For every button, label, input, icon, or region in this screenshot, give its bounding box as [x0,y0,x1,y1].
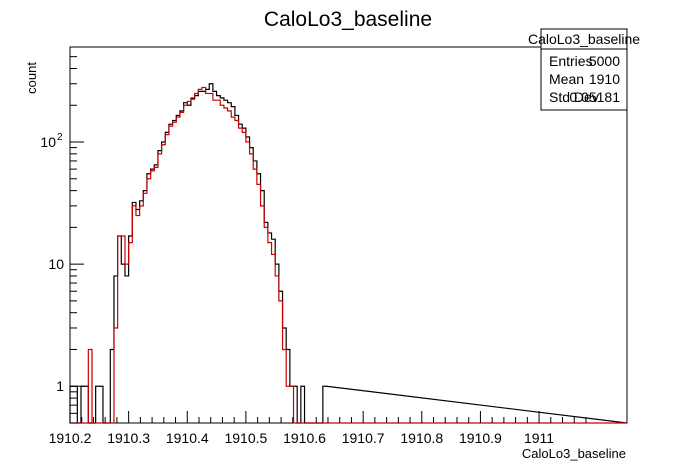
x-axis: 1910.2 1910.3 1910.4 1910.5 1910.6 1910.7 1910… [49,411,587,446]
x-tick-label: 1910.7 [342,430,385,446]
y-tick-label: 10 [48,256,64,272]
x-axis-label: CaloLo3_baseline [522,446,626,461]
stats-box: CaloLo3_baseline Entries 5000 Mean 1910 … [528,28,640,111]
stats-stddev-value: 0.05181 [569,89,620,105]
y-axis-label: count [24,62,39,94]
x-tick-label: 1910.8 [400,430,443,446]
histogram-series-0 [69,83,628,424]
stats-entries-label: Entries [549,53,593,69]
x-tick-label: 1911 [524,430,554,446]
stats-stddev-label: Std Dev [549,89,599,105]
series-layer [69,83,628,424]
stats-mean-label: Mean [549,71,584,87]
stats-mean-value: 1910 [589,71,620,87]
x-tick-label: 1910.9 [459,430,502,446]
chart-title: CaloLo3_baseline [264,8,432,31]
x-tick-label: 1910.6 [283,430,326,446]
x-tick-label: 1910.3 [107,430,150,446]
y-tick-exponent: 2 [57,132,63,143]
histogram-series-1 [70,86,627,424]
stats-entries-value: 5000 [589,53,620,69]
stats-box-frame [540,28,628,111]
x-tick-label: 1910.4 [166,430,209,446]
x-tick-label: 1910.2 [49,430,92,446]
y-tick-label: 10 [40,134,56,150]
y-tick-label: 1 [56,378,64,394]
x-tick-label: 1910.5 [224,430,267,446]
stats-box-title: CaloLo3_baseline [528,31,640,47]
